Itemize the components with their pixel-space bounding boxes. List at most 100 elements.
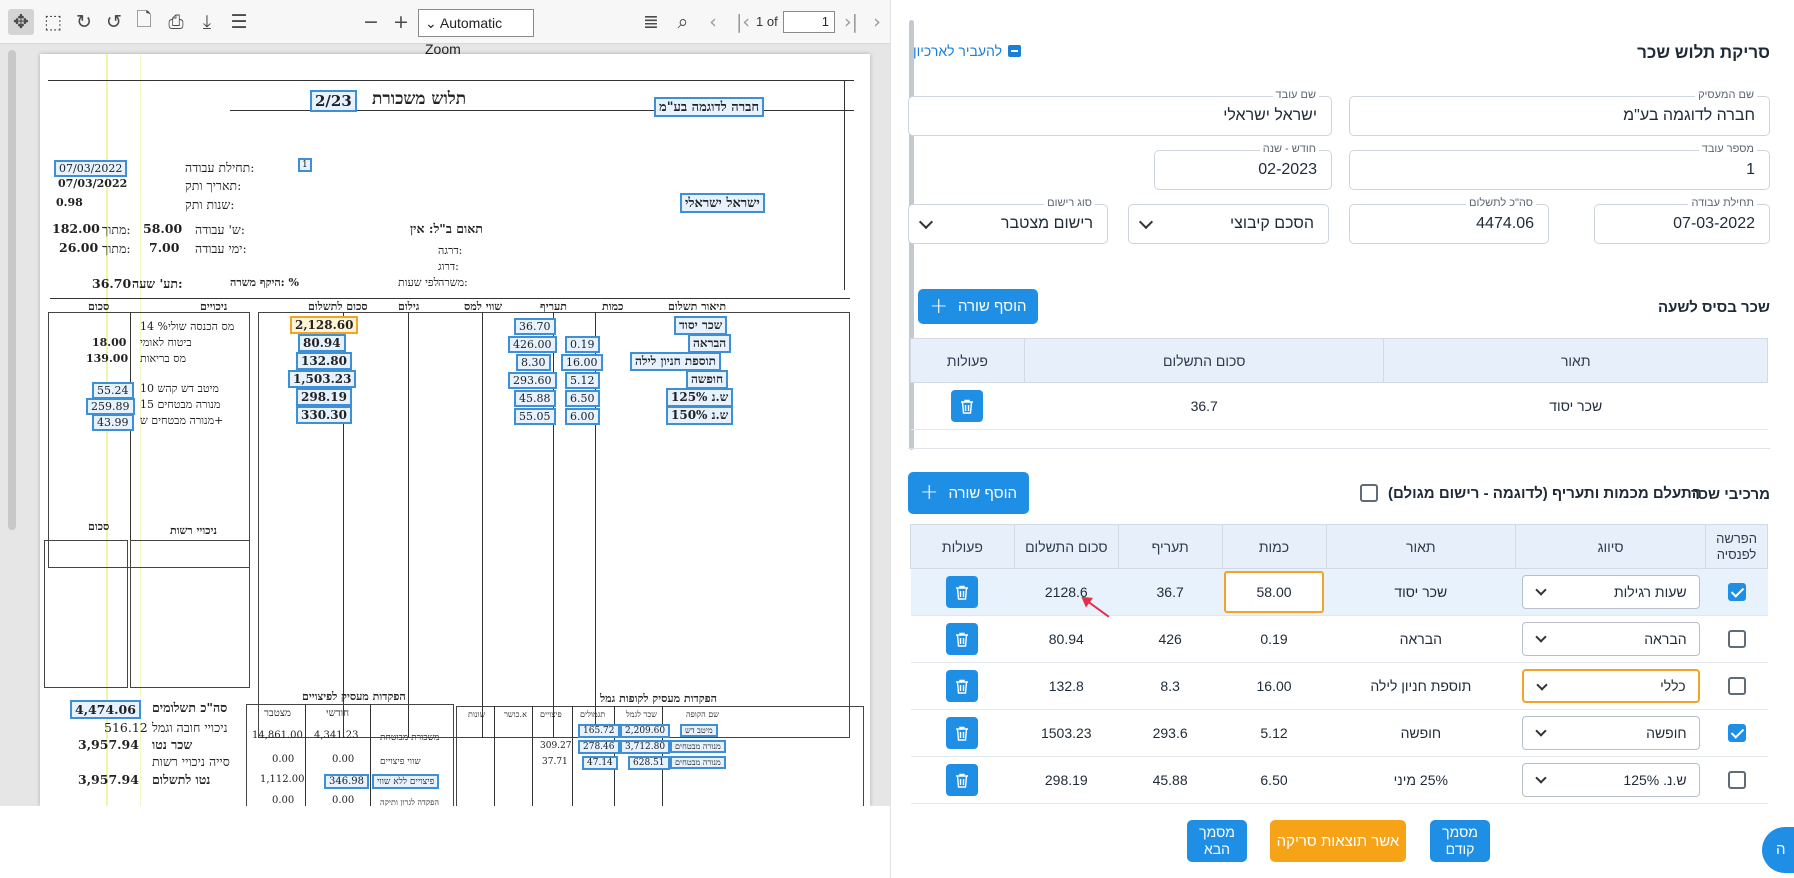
comp-qty[interactable]: 0.19	[1222, 615, 1327, 663]
pay-qty: 5.12	[565, 372, 600, 389]
rotate-cw-icon[interactable]: ↻	[76, 11, 92, 33]
fund-col: שונות	[468, 710, 486, 719]
file-icon[interactable]: 🗋	[136, 9, 152, 31]
sev-acc: 14,861.00	[252, 730, 303, 741]
comp-amount[interactable]: 2128.6	[1014, 568, 1119, 616]
comp-col-amount: סכום התשלום	[1013, 524, 1119, 569]
month-year-field[interactable]: חודש - שנה 02-2023	[1154, 143, 1332, 190]
pay-qty: 16.00	[561, 354, 603, 371]
type-select[interactable]: ש.נ. 125%	[1521, 763, 1700, 797]
confirm-scan-button[interactable]: אשר תוצאות סריקה	[1270, 820, 1406, 862]
ignore-qty-checkbox[interactable]	[1360, 484, 1378, 502]
select-icon[interactable]: ⬚	[44, 11, 62, 33]
comp-rate[interactable]: 8.3	[1118, 662, 1223, 710]
print-icon[interactable]: ⎙	[168, 11, 184, 33]
fund-col: א.כושר	[504, 710, 527, 719]
type-select[interactable]: כללי	[1521, 669, 1700, 703]
fund-tag: 47.14	[582, 756, 618, 770]
frame-line	[50, 298, 850, 299]
registration-type-value: רישום מצטבר	[1000, 215, 1093, 232]
search-icon[interactable]: ⌕	[677, 11, 689, 33]
menu-icon[interactable]: ☰	[230, 11, 248, 33]
next-document-button[interactable]: מסמך הבא	[1187, 820, 1247, 862]
agreement-select[interactable]: הסכם קיבוצי	[1128, 204, 1329, 244]
delete-button[interactable]	[951, 390, 984, 422]
start-date-field[interactable]: תחילת עבודה 07-03-2022	[1594, 197, 1770, 244]
rotate-ccw-icon[interactable]: ↺	[106, 11, 122, 33]
comp-amount[interactable]: 132.8	[1014, 662, 1119, 710]
actions-cell	[910, 568, 1015, 616]
type-select[interactable]: הבראה	[1521, 622, 1700, 656]
type-select[interactable]: חופשה	[1521, 716, 1700, 750]
delete-button[interactable]	[946, 576, 979, 608]
move-icon[interactable]: ✥	[8, 9, 34, 35]
total-field[interactable]: סה"כ לתשלום 4474.06	[1349, 197, 1549, 244]
pension-checkbox[interactable]	[1727, 771, 1746, 790]
prev-icon[interactable]: ‹	[709, 11, 717, 33]
actions-cell	[910, 615, 1015, 663]
month-year-label: חודש - שנה	[1259, 143, 1319, 155]
comp-amount[interactable]: 80.94	[1014, 615, 1119, 663]
archive-link[interactable]: להעביר לארכיון	[913, 43, 1022, 59]
payslip-col-desc: תיאור תשלום	[668, 300, 727, 313]
pension-checkbox[interactable]	[1727, 583, 1746, 602]
employee-number-field[interactable]: מספר עובד 1	[1349, 143, 1770, 190]
viewer-scrollbar[interactable]	[8, 50, 16, 530]
next-icon[interactable]: ›	[873, 11, 881, 33]
pension-checkbox[interactable]	[1727, 630, 1746, 649]
zoom-select[interactable]: ⌄ Automatic Zoom	[418, 9, 534, 57]
delete-button[interactable]	[946, 764, 979, 796]
fund-col: פיצויים	[540, 710, 562, 719]
sev-monthly: 4,341.23	[314, 730, 359, 741]
delete-button[interactable]	[946, 670, 979, 702]
components-add-label: הוסף שורה	[948, 484, 1017, 502]
comp-desc: חופשה	[1326, 709, 1516, 757]
payslip-badge: 1	[298, 158, 312, 172]
help-fab[interactable]: ה	[1762, 827, 1794, 873]
comp-amount[interactable]: 298.19	[1014, 756, 1119, 804]
comp-qty[interactable]: 16.00	[1222, 662, 1327, 710]
registration-type-label: סוג רישום	[1044, 197, 1095, 209]
fund-name: מנורה מבטחים	[670, 740, 726, 753]
first-icon[interactable]: |‹	[736, 11, 750, 33]
delete-button[interactable]	[946, 717, 979, 749]
hourly-col-desc: תאור	[1383, 338, 1768, 383]
zoom-in-icon[interactable]: +	[393, 11, 409, 33]
start-date-label: תחילת עבודה	[1688, 197, 1757, 209]
download-icon[interactable]: ⤓	[202, 11, 212, 33]
deduct-label: מיטב דש קהש 10	[140, 382, 219, 395]
comp-rate[interactable]: 36.7	[1118, 568, 1223, 616]
pane-divider[interactable]	[890, 0, 891, 878]
pension-checkbox[interactable]	[1727, 677, 1746, 696]
ignore-qty-toggle[interactable]: התעלם מכמות ותעריף (לדוגמה - רישום מגולם…	[1360, 484, 1702, 502]
comp-rate[interactable]: 45.88	[1118, 756, 1223, 804]
prev-document-button[interactable]: מסמך קודם	[1430, 820, 1490, 862]
pay-amount: 298.19	[296, 388, 352, 406]
pension-checkbox[interactable]	[1727, 724, 1746, 743]
comp-rate[interactable]: 293.6	[1118, 709, 1223, 757]
sev-acc: 0.00	[272, 754, 295, 765]
components-add-row-button[interactable]: הוסף שורה +	[908, 472, 1029, 514]
last-icon[interactable]: ›|	[844, 11, 858, 33]
comp-amount[interactable]: 1503.23	[1014, 709, 1119, 757]
registration-type-select[interactable]: סוג רישום רישום מצטבר	[908, 197, 1108, 244]
payslip-hours: 58.00	[143, 221, 183, 236]
fund-col: שכר לגמל	[626, 710, 657, 719]
employee-label: שם עובד	[1272, 89, 1319, 101]
hourly-add-row-button[interactable]: הוסף שורה +	[918, 289, 1038, 324]
delete-button[interactable]	[946, 623, 979, 655]
comp-rate[interactable]: 426	[1118, 615, 1223, 663]
page-input[interactable]: 1	[783, 11, 835, 33]
frame-line	[595, 312, 596, 738]
zoom-out-icon[interactable]: −	[363, 11, 379, 33]
frame-line	[532, 706, 533, 806]
qty-input[interactable]: 58.00	[1224, 571, 1325, 613]
employee-field[interactable]: שם עובד ישראל ישראלי	[908, 89, 1332, 136]
frame-line	[482, 312, 483, 738]
comp-qty[interactable]: 6.50	[1222, 756, 1327, 804]
outline-icon[interactable]: ≣	[643, 11, 659, 33]
trash-icon	[961, 399, 974, 414]
employer-field[interactable]: שם המעסיק חברה לדוגמה בע"מ	[1349, 89, 1770, 136]
type-select[interactable]: שעות רגילות	[1521, 575, 1700, 609]
comp-qty[interactable]: 5.12	[1222, 709, 1327, 757]
